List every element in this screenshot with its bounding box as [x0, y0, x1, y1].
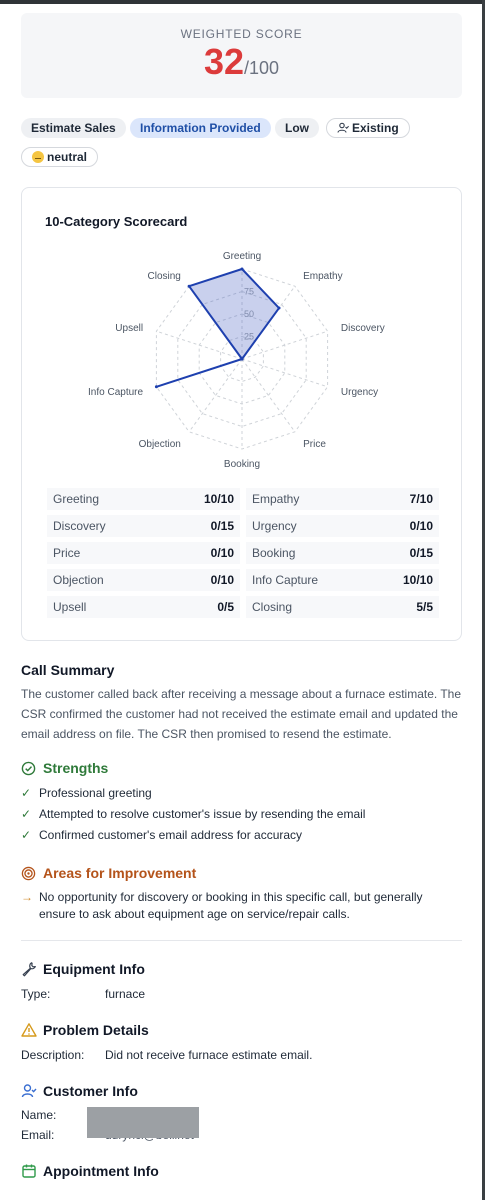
radar-category-label: Objection — [139, 439, 181, 450]
appointment-info-heading: Appointment Info — [21, 1163, 159, 1179]
radar-category-label: Info Capture — [88, 387, 143, 398]
arrow-right-icon: → — [21, 890, 33, 904]
customer-name-label: Name: — [21, 1108, 57, 1122]
problem-description-label: Description: — [21, 1048, 85, 1062]
score-cell-price: Price 0/10 — [47, 542, 240, 564]
call-summary-title: Call Summary — [21, 662, 115, 678]
radar-data-area — [155, 268, 281, 388]
score-cell-booking: Booking 0/15 — [246, 542, 439, 564]
score-cell-urgency: Urgency 0/10 — [246, 515, 439, 537]
check-icon: ✓ — [21, 807, 32, 821]
window-top-bar — [0, 0, 485, 4]
improvements-heading: Areas for Improvement — [21, 865, 196, 881]
appointment-info-title: Appointment Info — [43, 1163, 159, 1179]
radar-category-label: Upsell — [115, 323, 143, 334]
call-summary-text: The customer called back after receiving… — [21, 687, 462, 741]
tag-customer-status-label: Existing — [352, 121, 399, 135]
problem-description-value: Did not receive furnace estimate email. — [105, 1048, 313, 1062]
improvements-list: → No opportunity for discovery or booking… — [21, 889, 461, 923]
problem-details-heading: Problem Details — [21, 1022, 149, 1038]
score-cell-closing: Closing 5/5 — [246, 596, 439, 618]
score-cell-upsell: Upsell 0/5 — [47, 596, 240, 618]
scorecard-card: 10-Category Scorecard 25 50 75 Greeting Empa… — [21, 187, 462, 641]
tag-call-type: Estimate Sales — [21, 118, 126, 138]
radar-category-label: Urgency — [341, 387, 378, 398]
customer-info-title: Customer Info — [43, 1083, 138, 1099]
radar-data-point — [187, 284, 191, 288]
strengths-list: ✓ Professional greeting ✓ Attempted to res… — [21, 783, 461, 846]
list-item: ✓ Confirmed customer's email address for … — [21, 825, 461, 846]
radar-category-label: Booking — [224, 459, 260, 470]
score-cell-greeting: Greeting 10/10 — [47, 488, 240, 510]
problem-details-title: Problem Details — [43, 1022, 149, 1038]
tag-customer-status: Existing — [326, 118, 410, 138]
radar-grid-ring — [155, 268, 329, 450]
radar-spoke — [156, 330, 243, 360]
list-item: → No opportunity for discovery or booking… — [21, 890, 423, 921]
radar-data-point — [240, 267, 244, 271]
radar-spoke — [241, 330, 328, 360]
tag-sentiment-label: neutral — [47, 150, 88, 164]
radar-spoke — [241, 358, 328, 388]
check-icon: ✓ — [21, 786, 32, 800]
tag-priority: Low — [275, 118, 319, 138]
radar-tick-label: 50 — [244, 309, 254, 319]
wrench-icon — [22, 962, 36, 977]
radar-category-label: Price — [303, 439, 326, 450]
radar-data-point — [277, 306, 281, 310]
radar-grid-ring — [220, 335, 264, 383]
radar-category-label: Discovery — [341, 323, 385, 334]
list-item: ✓ Attempted to resolve customer's issue b… — [21, 804, 461, 825]
radar-chart: 25 50 75 Greeting Empathy Discovery Urgency Pri… — [88, 251, 385, 470]
user-check-icon — [337, 122, 349, 133]
equipment-type-label: Type: — [21, 987, 51, 1001]
neutral-face-emoji — [32, 151, 44, 163]
score-cell-objection: Objection 0/10 — [47, 569, 240, 591]
score-cell-discovery: Discovery 0/15 — [47, 515, 240, 537]
window-right-edge — [482, 0, 485, 1200]
equipment-info-heading: Equipment Info — [21, 961, 145, 977]
equipment-type-value: furnace — [105, 987, 146, 1001]
redaction-box — [87, 1107, 199, 1138]
strengths-title: Strengths — [43, 760, 109, 776]
target-icon — [21, 866, 36, 881]
improvements-title: Areas for Improvement — [43, 865, 197, 881]
customer-info-heading: Customer Info — [21, 1083, 138, 1099]
score-denominator: /100 — [244, 58, 280, 78]
score-number: 32 — [203, 41, 244, 82]
radar-tick-label: 25 — [244, 332, 254, 342]
tag-sentiment: neutral — [21, 147, 99, 167]
radar-spoke — [188, 358, 243, 433]
customer-email-label: Email: — [21, 1128, 55, 1142]
radar-category-label: Greeting — [223, 251, 261, 262]
scorecard-title: 10-Category Scorecard — [45, 214, 188, 229]
score-cell-info-capture: Info Capture 10/10 — [246, 569, 439, 591]
radar-category-label: Empathy — [303, 271, 342, 282]
section-divider — [21, 940, 462, 941]
strengths-heading: Strengths — [21, 760, 108, 776]
weighted-score-value: 32/100 — [21, 41, 462, 83]
user-check-icon — [21, 1084, 37, 1098]
equipment-info-title: Equipment Info — [43, 961, 145, 977]
weighted-score-card: WEIGHTED SCORE 32/100 — [21, 13, 462, 98]
list-item: ✓ Professional greeting — [21, 783, 461, 804]
tag-outcome: Information Provided — [130, 118, 271, 138]
radar-category-label: Closing — [148, 271, 181, 282]
check-icon: ✓ — [21, 828, 32, 842]
radar-spoke — [241, 358, 296, 433]
score-cell-empathy: Empathy 7/10 — [246, 488, 439, 510]
warning-icon — [21, 1023, 37, 1037]
calendar-icon — [22, 1164, 36, 1178]
weighted-score-label: WEIGHTED SCORE — [180, 27, 303, 41]
radar-tick-label: 75 — [244, 287, 254, 297]
radar-data-point — [154, 385, 158, 389]
check-circle-icon — [21, 761, 36, 776]
radar-data-point — [240, 357, 244, 361]
